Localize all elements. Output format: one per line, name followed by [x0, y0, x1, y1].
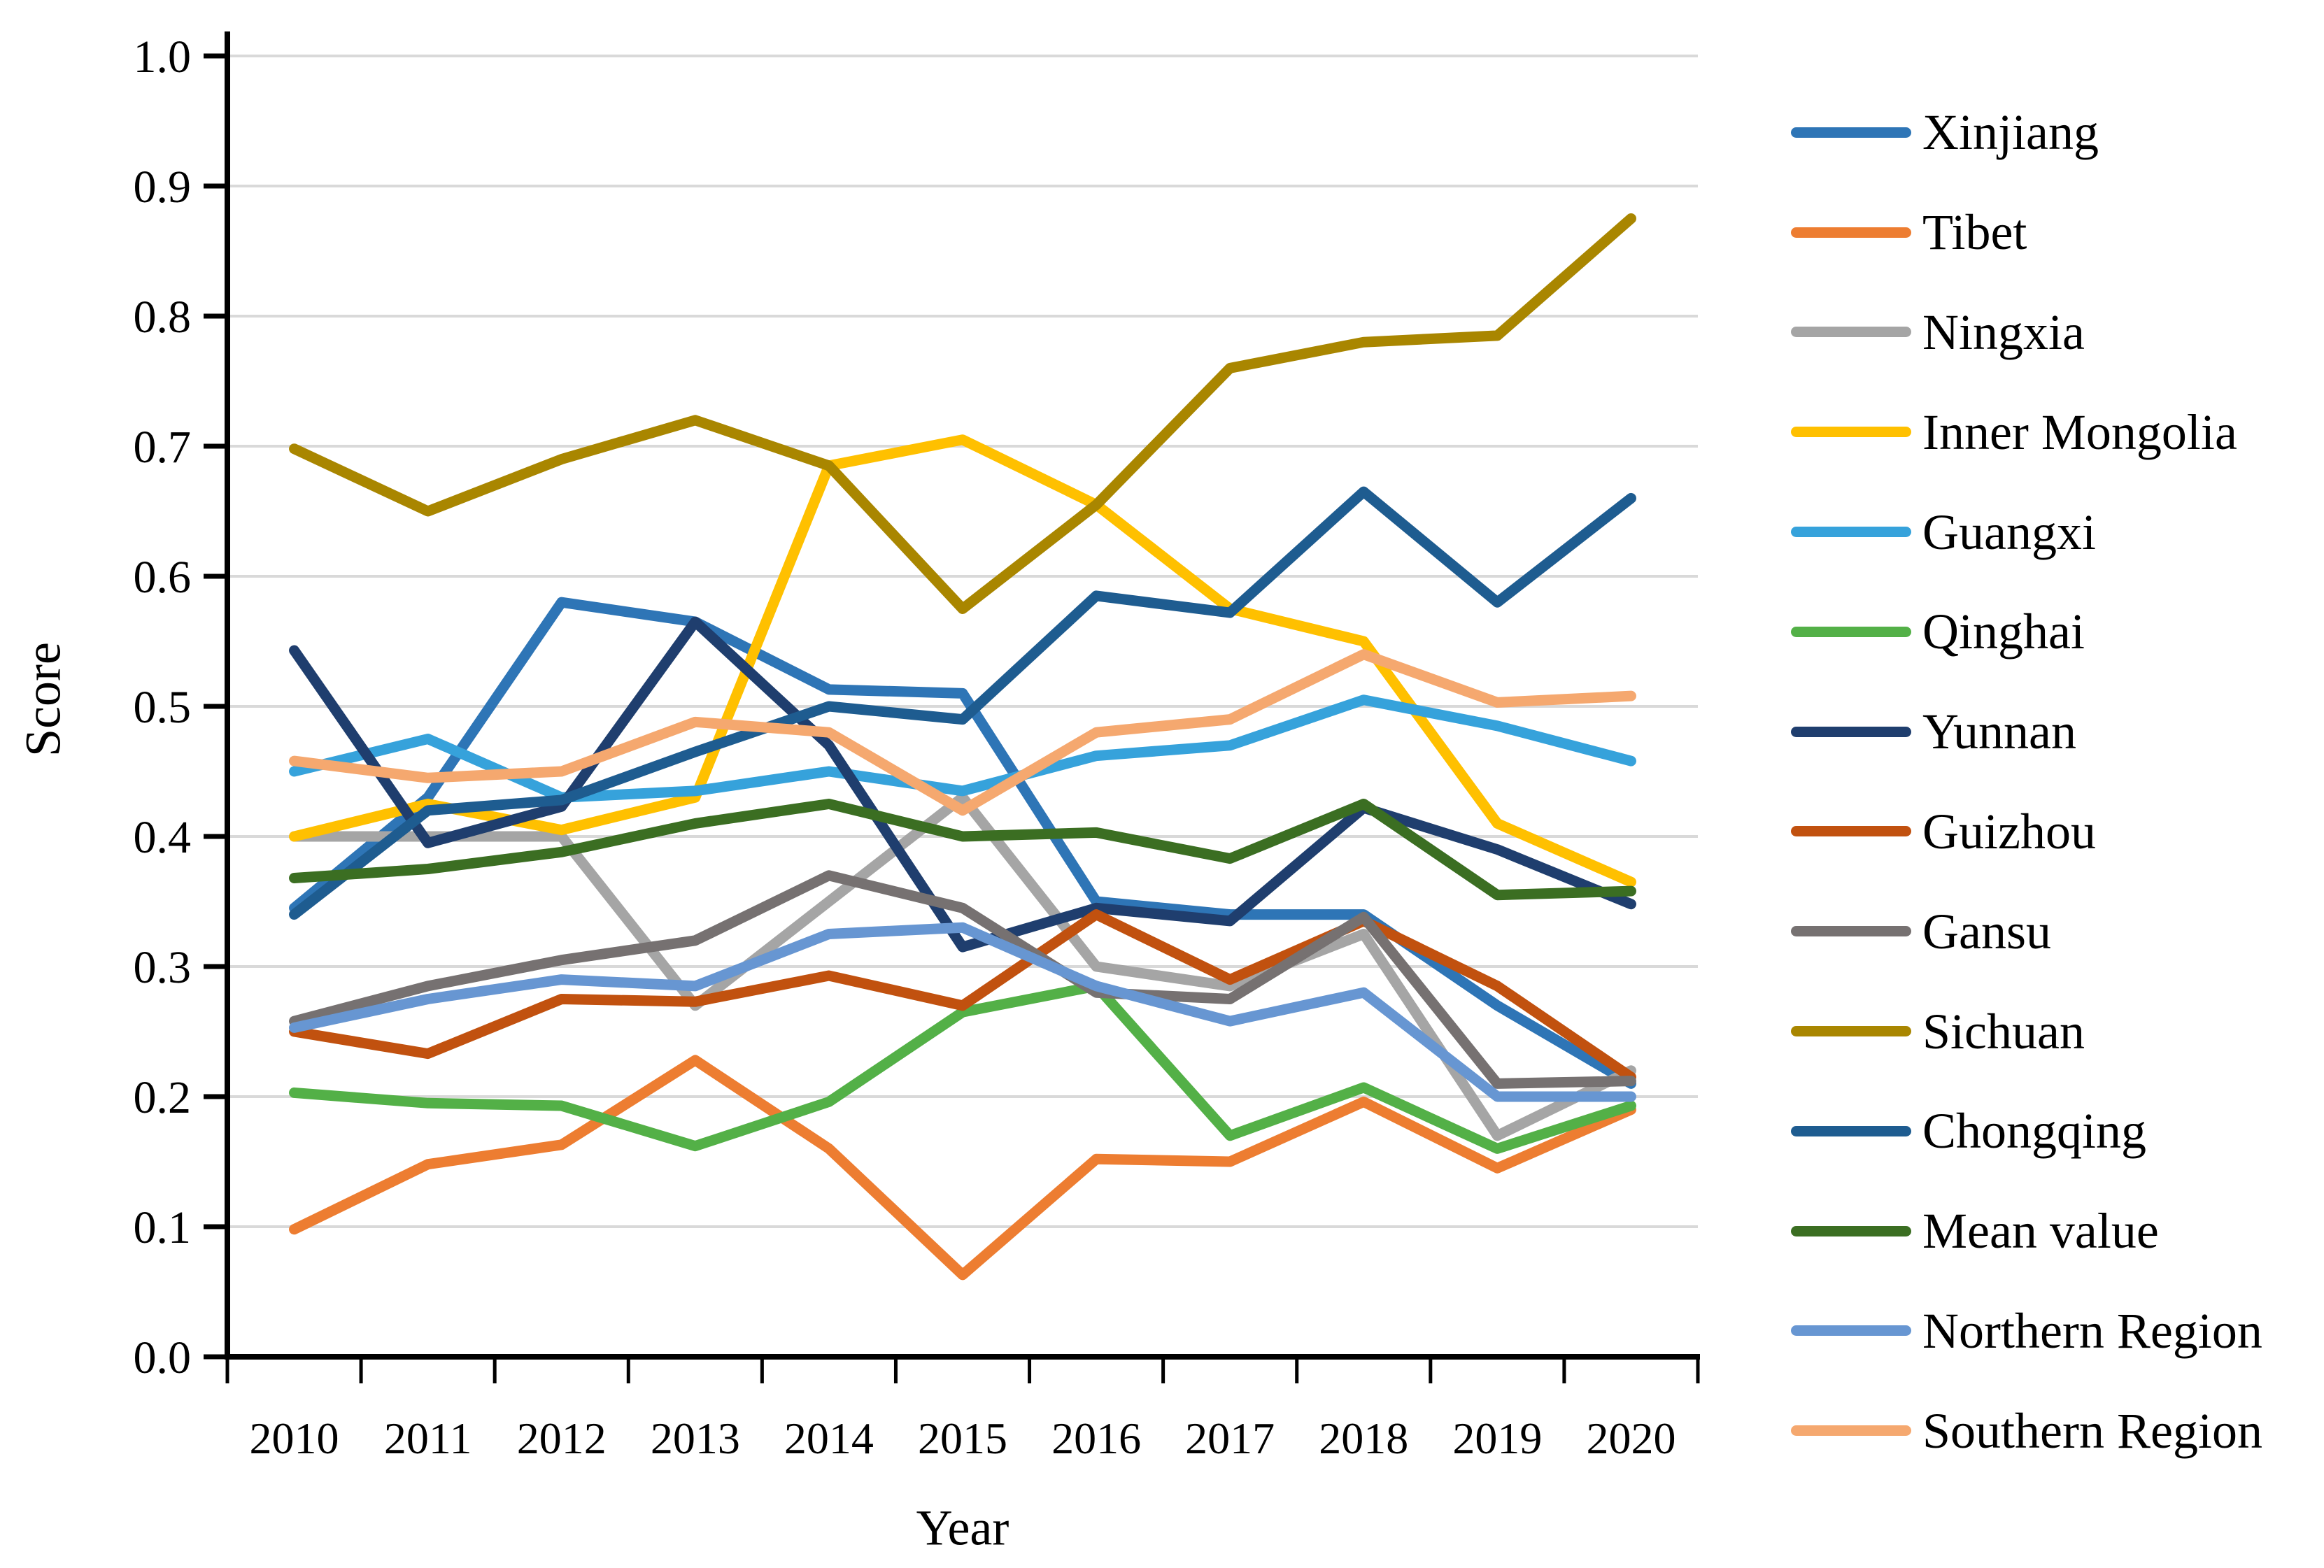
- legend-item-qinghai: Qinghai: [1791, 582, 2262, 682]
- legend-label-gansu: Gansu: [1922, 903, 2051, 960]
- legend-swatch-xinjiang: [1791, 127, 1911, 138]
- legend-label-inner-mongolia: Inner Mongolia: [1922, 404, 2237, 460]
- legend-swatch-yunnan: [1791, 726, 1911, 737]
- legend-item-guangxi: Guangxi: [1791, 482, 2262, 582]
- legend-swatch-sichuan: [1791, 1026, 1911, 1037]
- series-line-ningxia: [289, 792, 1636, 1141]
- series-line-guizhou: [289, 909, 1636, 1083]
- series-line-southern-region: [289, 649, 1636, 816]
- y-tick-label: 0.0: [134, 1332, 192, 1383]
- legend-swatch-tibet: [1791, 227, 1911, 238]
- series-line-yunnan: [289, 616, 1636, 953]
- series-line-mean-value: [289, 799, 1636, 901]
- legend-label-yunnan: Yunnan: [1922, 704, 2076, 760]
- y-tick-label: 0.5: [134, 682, 192, 733]
- legend-item-southern-region: Southern Region: [1791, 1381, 2262, 1481]
- series-line-gansu: [289, 870, 1636, 1089]
- y-tick-label: 0.2: [134, 1072, 192, 1123]
- series-line-sichuan: [289, 213, 1636, 614]
- legend-label-guangxi: Guangxi: [1922, 504, 2096, 560]
- x-tick-label: 2012: [517, 1413, 607, 1463]
- legend-swatch-ningxia: [1791, 327, 1911, 338]
- legend-label-ningxia: Ningxia: [1922, 304, 2085, 360]
- legend-swatch-chongqing: [1791, 1125, 1911, 1136]
- y-tick-label: 0.8: [134, 292, 192, 343]
- legend-swatch-guizhou: [1791, 826, 1911, 837]
- chart-legend: Xinjiang Tibet Ningxia Inner Mongolia Guangx…: [1791, 83, 2262, 1481]
- y-tick-label: 0.4: [134, 812, 192, 863]
- legend-label-chongqing: Chongqing: [1922, 1103, 2147, 1160]
- x-tick-label: 2011: [384, 1413, 472, 1463]
- legend-item-tibet: Tibet: [1791, 183, 2262, 283]
- legend-swatch-gansu: [1791, 926, 1911, 937]
- x-tick-label: 2017: [1185, 1413, 1275, 1463]
- y-tick-label: 0.9: [134, 162, 192, 213]
- legend-label-sichuan: Sichuan: [1922, 1003, 2085, 1060]
- legend-swatch-inner-mongolia: [1791, 427, 1911, 438]
- legend-label-mean-value: Mean value: [1922, 1203, 2159, 1260]
- legend-item-gansu: Gansu: [1791, 881, 2262, 981]
- legend-item-sichuan: Sichuan: [1791, 981, 2262, 1081]
- legend-label-guizhou: Guizhou: [1922, 803, 2096, 860]
- series-line-qinghai: [289, 981, 1636, 1154]
- legend-label-qinghai: Qinghai: [1922, 604, 2085, 660]
- legend-item-inner-mongolia: Inner Mongolia: [1791, 382, 2262, 482]
- x-tick-label: 2010: [250, 1413, 339, 1463]
- series-line-tibet: [289, 1055, 1636, 1281]
- legend-item-yunnan: Yunnan: [1791, 682, 2262, 782]
- legend-item-northern-region: Northern Region: [1791, 1281, 2262, 1381]
- legend-swatch-southern-region: [1791, 1425, 1911, 1437]
- legend-item-ningxia: Ningxia: [1791, 283, 2262, 383]
- x-tick-label: 2020: [1586, 1413, 1675, 1463]
- legend-label-xinjiang: Xinjiang: [1922, 104, 2099, 161]
- y-axis-title: Score: [15, 642, 71, 757]
- y-tick-label: 0.6: [134, 552, 192, 603]
- x-tick-label: 2013: [651, 1413, 740, 1463]
- legend-swatch-guangxi: [1791, 527, 1911, 538]
- y-tick-label: 0.1: [134, 1202, 192, 1253]
- legend-label-northern-region: Northern Region: [1922, 1302, 2262, 1359]
- x-tick-label: 2018: [1319, 1413, 1408, 1463]
- x-tick-label: 2019: [1452, 1413, 1542, 1463]
- x-tick-label: 2014: [784, 1413, 874, 1463]
- x-tick-label: 2015: [918, 1413, 1007, 1463]
- legend-swatch-northern-region: [1791, 1325, 1911, 1337]
- y-tick-label: 0.3: [134, 942, 192, 993]
- legend-label-tibet: Tibet: [1922, 204, 2027, 261]
- x-axis-title: Year: [916, 1499, 1009, 1556]
- legend-item-xinjiang: Xinjiang: [1791, 83, 2262, 183]
- y-tick-label: 1.0: [134, 31, 192, 83]
- series-line-northern-region: [289, 922, 1636, 1102]
- series-line-chongqing: [289, 486, 1636, 920]
- legend-swatch-qinghai: [1791, 626, 1911, 637]
- legend-item-guizhou: Guizhou: [1791, 782, 2262, 882]
- y-tick-label: 0.7: [134, 422, 192, 473]
- x-tick-label: 2016: [1051, 1413, 1141, 1463]
- legend-item-chongqing: Chongqing: [1791, 1081, 2262, 1181]
- legend-item-mean-value: Mean value: [1791, 1181, 2262, 1281]
- legend-swatch-mean-value: [1791, 1225, 1911, 1236]
- legend-label-southern-region: Southern Region: [1922, 1402, 2262, 1459]
